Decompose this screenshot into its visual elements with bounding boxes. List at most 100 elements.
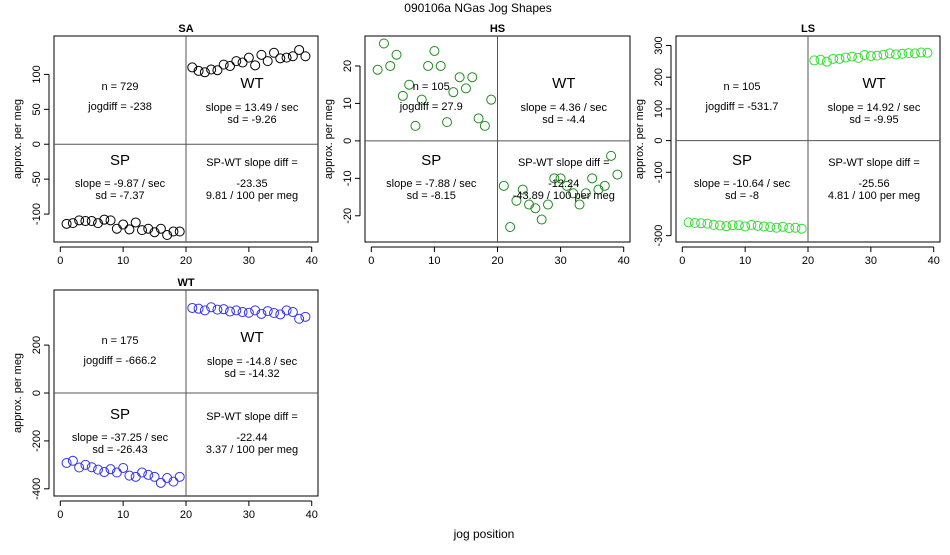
- data-point: [715, 220, 725, 231]
- data-point: [225, 306, 235, 317]
- x-tick-label: 40: [618, 255, 630, 267]
- data-point: [86, 462, 97, 473]
- stat-diff-per: 4.81 / 100 per meg: [828, 190, 920, 202]
- data-point: [225, 61, 235, 72]
- panel-title: WT: [177, 277, 194, 289]
- data-point: [536, 214, 547, 225]
- data-point: [784, 223, 795, 234]
- data-point: [909, 48, 920, 59]
- data-point: [111, 223, 122, 234]
- y-tick-label: 0: [31, 390, 43, 396]
- data-point: [828, 53, 839, 64]
- data-point: [916, 47, 927, 58]
- y-tick-label: 0: [653, 138, 665, 144]
- data-point: [479, 120, 490, 131]
- data-point: [262, 56, 273, 67]
- data-point: [212, 65, 223, 76]
- data-point: [168, 226, 179, 237]
- y-tick-label: -100: [653, 161, 665, 183]
- stat-diff-title: SP-WT slope diff =: [518, 157, 610, 169]
- stat-wt-slope: slope = -14.8 / sec: [207, 356, 298, 368]
- data-point: [853, 52, 864, 63]
- data-point: [262, 306, 273, 317]
- data-point: [561, 180, 572, 191]
- data-point: [80, 459, 91, 470]
- stat-diff-title: SP-WT slope diff =: [206, 157, 298, 169]
- data-point: [281, 305, 292, 316]
- stat-diff-value: -25.56: [858, 178, 889, 190]
- data-point: [193, 303, 204, 314]
- y-tick-label: 20: [342, 60, 354, 72]
- data-point: [218, 304, 229, 315]
- data-point: [689, 217, 700, 228]
- panel-title: SA: [178, 23, 193, 35]
- data-point: [237, 57, 248, 68]
- stat-wt-sd: sd = -4.4: [542, 114, 585, 126]
- y-tick-label: 50: [31, 103, 43, 115]
- stat-n: n = 105: [413, 81, 450, 93]
- data-point: [269, 307, 279, 318]
- y-axis-label: approx. per meg: [634, 99, 646, 179]
- data-point: [162, 230, 173, 241]
- y-tick-label: -300: [653, 225, 665, 247]
- stat-jogdiff: jogdiff = -666.2: [83, 355, 157, 367]
- data-point: [696, 218, 707, 229]
- data-point: [815, 54, 826, 65]
- data-point: [269, 47, 279, 58]
- x-tick-label: 0: [57, 509, 63, 521]
- data-point: [143, 469, 154, 480]
- stat-sp-sd: sd = -8: [725, 190, 759, 202]
- data-point: [300, 311, 311, 322]
- x-tick-label: 40: [306, 255, 318, 267]
- data-point: [206, 64, 217, 75]
- stat-diff-title: SP-WT slope diff =: [828, 157, 920, 169]
- data-point: [281, 52, 292, 63]
- data-point: [740, 221, 751, 232]
- data-point: [878, 49, 889, 60]
- data-point: [809, 55, 820, 66]
- x-tick-label: 20: [491, 255, 503, 267]
- data-point: [199, 305, 210, 316]
- x-tick-label: 20: [180, 255, 192, 267]
- stat-wt-slope: slope = 13.49 / sec: [206, 102, 299, 114]
- y-tick-label: 100: [653, 100, 665, 118]
- data-point: [168, 476, 179, 487]
- data-point: [93, 464, 103, 475]
- stat-diff-per: 3.37 / 100 per meg: [206, 444, 298, 456]
- x-tick-label: 10: [117, 255, 129, 267]
- data-point: [74, 215, 85, 226]
- data-point: [702, 218, 713, 229]
- data-point: [256, 308, 267, 319]
- data-point: [790, 222, 801, 233]
- y-tick-label: 200: [31, 336, 43, 354]
- data-point: [206, 302, 217, 313]
- panel-wt: WT 0 10 20 30 40 -400 -200 0 200 approx. per meg n …: [12, 277, 319, 521]
- data-point: [404, 79, 415, 90]
- data-point: [124, 470, 135, 481]
- label-wt: WT: [552, 75, 575, 92]
- data-point: [435, 60, 446, 71]
- data-point: [250, 305, 261, 316]
- data-point: [67, 218, 78, 229]
- y-tick-label: 0: [342, 138, 354, 144]
- data-point: [155, 223, 166, 234]
- x-tick-label: 30: [865, 255, 877, 267]
- data-point: [250, 60, 261, 71]
- data-point: [130, 217, 141, 228]
- data-point: [61, 457, 72, 468]
- data-point: [155, 477, 166, 488]
- stat-n: n = 105: [723, 81, 760, 93]
- x-tick-label: 10: [117, 509, 129, 521]
- data-point: [872, 50, 883, 61]
- data-point: [105, 215, 116, 226]
- data-point: [765, 222, 776, 233]
- data-point: [840, 52, 851, 63]
- stat-n: n = 729: [101, 81, 138, 93]
- data-point: [752, 220, 763, 231]
- y-tick-label: -20: [342, 208, 354, 224]
- data-point: [903, 48, 914, 59]
- data-point: [448, 87, 459, 98]
- data-point: [746, 219, 757, 230]
- panel-sa: SA 0 10 20 30 40 -100 -50 0 50 100 approx. per meg n…: [12, 23, 319, 267]
